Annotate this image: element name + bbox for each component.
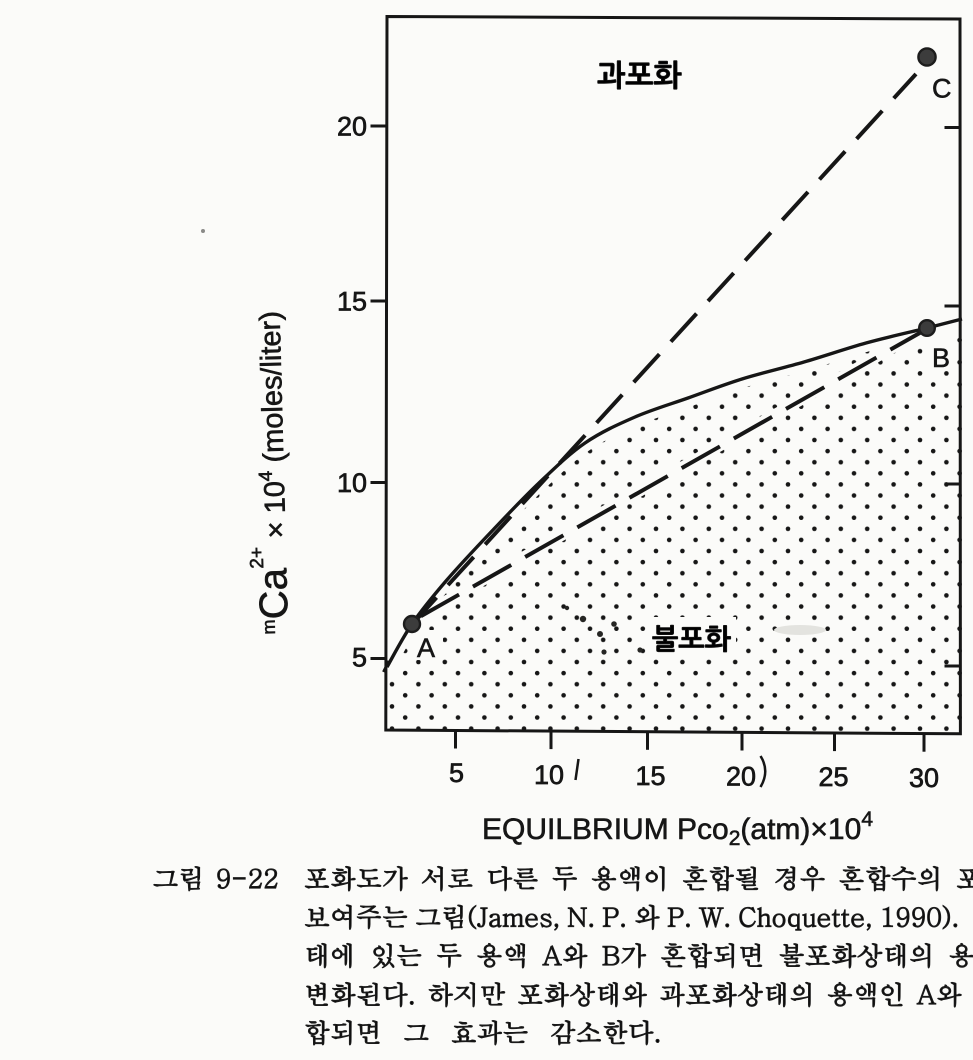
svg-text:15: 15: [635, 761, 665, 791]
svg-text:5: 5: [449, 758, 464, 788]
svg-text:20: 20: [726, 762, 756, 792]
svg-text:mCa2+ × 104 (moles/liter): mCa2+ × 104 (moles/liter): [241, 311, 297, 635]
svg-text:C: C: [932, 74, 952, 104]
svg-text:20: 20: [337, 112, 367, 142]
svg-text:25: 25: [818, 762, 848, 792]
svg-text:EQUILBRIUM Pco2(atm)×104: EQUILBRIUM Pco2(atm)×104: [482, 808, 873, 850]
svg-text:30: 30: [909, 763, 939, 793]
svg-text:5: 5: [352, 643, 367, 673]
svg-text:A: A: [417, 633, 435, 663]
svg-text:10: 10: [534, 760, 564, 790]
svg-text:15: 15: [337, 287, 367, 317]
svg-text:10: 10: [337, 468, 367, 498]
svg-text:B: B: [932, 343, 950, 373]
